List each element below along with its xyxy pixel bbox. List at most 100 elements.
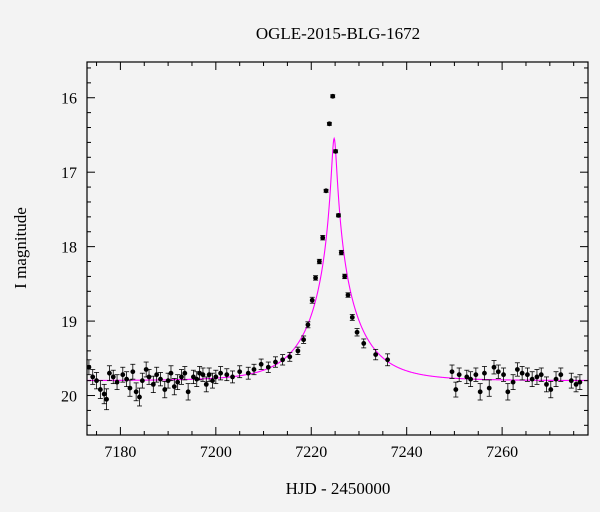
data-point-marker (210, 378, 215, 384)
data-point (333, 148, 339, 154)
data-point-marker (313, 275, 318, 281)
data-point-marker (505, 389, 511, 395)
data-point-marker (573, 381, 579, 387)
data-point-marker (185, 389, 191, 395)
data-point-marker (133, 389, 139, 395)
data-point-marker (295, 348, 301, 354)
data-point (320, 235, 326, 241)
data-point-marker (101, 391, 107, 397)
data-point (342, 273, 348, 280)
data-point (130, 363, 136, 380)
data-point (114, 374, 120, 390)
data-point (326, 121, 332, 127)
x-tick-label: 7260 (486, 444, 518, 461)
data-point-marker (287, 354, 293, 360)
data-point (136, 387, 142, 407)
data-point (133, 382, 139, 402)
data-point (456, 367, 462, 382)
data-point-marker (258, 361, 264, 367)
data-point (313, 275, 319, 281)
data-point (162, 380, 168, 399)
data-point (477, 383, 483, 401)
data-point-marker (237, 369, 243, 375)
y-tick-label: 20 (61, 389, 77, 406)
data-point (90, 369, 96, 385)
data-point (486, 379, 492, 397)
data-point (558, 367, 564, 382)
data-point (157, 372, 163, 387)
data-point-marker (114, 379, 120, 385)
data-point-marker (482, 370, 487, 376)
data-point (200, 367, 206, 382)
data-point-marker (373, 352, 379, 357)
data-point-marker (316, 259, 322, 264)
data-point-marker (456, 372, 462, 378)
data-point (354, 328, 360, 337)
data-point-marker (90, 374, 96, 380)
y-tick-label: 19 (61, 314, 77, 331)
data-point-marker (464, 374, 470, 380)
data-point (453, 381, 459, 398)
data-point (529, 371, 535, 388)
data-point-marker (529, 376, 535, 382)
data-point (165, 372, 171, 389)
data-point-marker (361, 341, 367, 346)
data-point (335, 212, 341, 218)
y-tick-label: 18 (61, 240, 77, 257)
data-point-marker (544, 381, 549, 387)
data-point (197, 366, 203, 381)
data-point-marker (326, 121, 332, 127)
x-tick-label: 7240 (391, 444, 423, 461)
data-point-marker (519, 370, 525, 376)
data-point-marker (453, 387, 459, 392)
data-point (305, 321, 311, 329)
data-point (505, 383, 511, 401)
data-point (185, 383, 191, 401)
data-point (287, 351, 293, 362)
data-point-marker (558, 372, 564, 378)
data-point-marker (94, 378, 99, 384)
data-point-marker (218, 370, 224, 376)
data-point-marker (120, 372, 126, 378)
model-curve (86, 136, 588, 382)
data-point (524, 367, 530, 382)
data-point-marker (127, 385, 133, 391)
data-point-marker (301, 337, 307, 343)
x-tick-label: 7220 (295, 444, 327, 461)
chart-title: OGLE-2015-BLG-1672 (256, 24, 420, 43)
data-point-marker (203, 381, 209, 387)
data-point-marker (182, 370, 188, 376)
data-point (553, 371, 559, 388)
data-point-marker (146, 374, 152, 380)
data-point (449, 364, 455, 379)
data-point (573, 376, 579, 393)
data-point-marker (168, 370, 174, 376)
data-point (175, 374, 181, 390)
data-point (209, 372, 215, 389)
axis-ticks: 7180 7200 7220 7240 7260 16 17 18 19 20 (61, 62, 588, 461)
data-point-marker (224, 372, 230, 378)
data-point-marker (330, 93, 336, 99)
y-axis-label: I magnitude (11, 207, 30, 289)
data-point (338, 249, 344, 256)
data-point (120, 366, 126, 383)
data-point-marker (150, 381, 156, 387)
data-point-marker (449, 369, 455, 375)
data-point (218, 366, 224, 381)
data-point-marker (165, 378, 171, 384)
data-point-marker (491, 364, 497, 370)
data-point-marker (473, 372, 479, 378)
data-point (309, 296, 315, 304)
data-point-marker (110, 374, 116, 380)
data-point-marker (139, 378, 145, 384)
data-point (150, 375, 156, 393)
data-point (230, 370, 236, 384)
data-point (568, 372, 574, 389)
data-point-marker (320, 235, 326, 241)
data-point-marker (213, 374, 219, 380)
data-point-marker (97, 387, 103, 392)
data-point (534, 369, 540, 385)
data-point (514, 362, 520, 377)
data-point (154, 366, 160, 383)
data-point-marker (349, 314, 355, 320)
